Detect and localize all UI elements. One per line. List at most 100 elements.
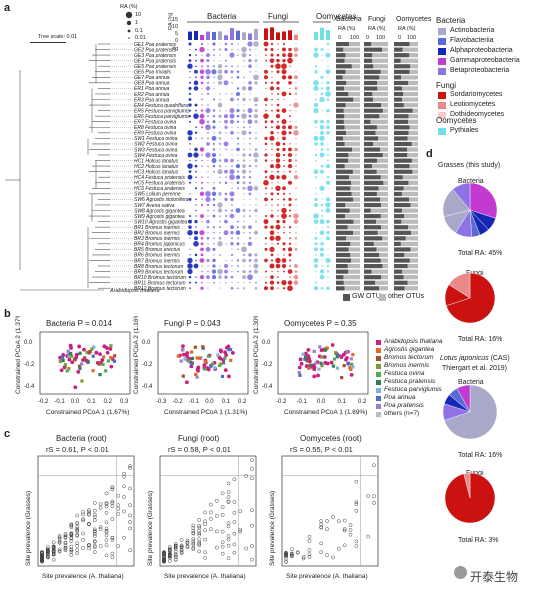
legend-label: Alphaproteobacteria — [450, 47, 513, 54]
gw-otu-bar — [364, 58, 373, 63]
bacteria-dot — [249, 198, 251, 200]
bacteria-dot — [237, 170, 239, 173]
prevalence-point — [185, 545, 190, 549]
bacteria-dot — [200, 214, 204, 219]
pcoa-point — [227, 374, 231, 379]
gw-otu-bar — [394, 114, 409, 119]
gw-otu-bar — [394, 42, 410, 47]
bacteria-dot — [253, 113, 259, 119]
prevalence-point — [81, 531, 85, 536]
oomycetes-dot — [320, 286, 324, 290]
pcoa-point — [308, 363, 313, 367]
fungi-dot — [265, 59, 267, 62]
fungi-dot — [265, 148, 267, 150]
pcoa-xlabel: Constrained PCoA 1 (1.31%) — [164, 409, 247, 416]
prevalence-point — [191, 547, 196, 551]
pcoa-point — [317, 367, 321, 371]
legend-label: Flavobacteriia — [450, 37, 494, 44]
fungi-dot — [265, 193, 267, 195]
pcoa-point — [350, 362, 354, 366]
other-otu-bar — [353, 230, 360, 235]
bacteria-dot — [188, 215, 192, 218]
bacteria-dot — [247, 185, 253, 192]
plot-frame — [159, 455, 257, 567]
legend-swatch — [438, 102, 446, 109]
gw-otu-bar — [394, 202, 411, 208]
pcoa-point — [190, 356, 195, 361]
fungi-dot — [270, 198, 274, 201]
prevalence-point — [173, 541, 178, 546]
fungi-dot — [264, 97, 268, 102]
pcoa-ylabel: Constrained PCoA 2 (1.30%) — [253, 316, 260, 394]
bacteria-dot — [242, 269, 246, 274]
pie-lotus-fungi — [444, 472, 496, 524]
prevalence-point — [92, 501, 97, 505]
other-otu-bar — [409, 258, 418, 263]
prevalence-point — [75, 513, 80, 518]
gw-otu-bar — [394, 58, 401, 63]
prevalence-point — [197, 531, 202, 536]
oomycetes-dot — [313, 257, 319, 263]
gw-otu-bar — [364, 75, 380, 80]
gw-otu-bar — [394, 80, 409, 86]
bacteria-dot — [248, 114, 252, 118]
prevalence-point — [168, 553, 172, 558]
pie-slice — [456, 384, 471, 413]
prevalence-point — [92, 529, 97, 533]
prevalence-point — [325, 553, 329, 557]
bacteria-dot — [201, 176, 203, 178]
bacteria-dot — [243, 220, 245, 223]
bacteria-dot — [236, 87, 240, 90]
fungi-dot — [265, 87, 267, 89]
prevalence-point — [104, 530, 109, 534]
pcoa-point — [221, 361, 226, 365]
fungi-dot — [288, 203, 292, 207]
gw-otu-bar — [394, 164, 410, 169]
bacteria-dot — [195, 276, 197, 278]
bacteria-dot — [242, 164, 246, 168]
other-otu-bar — [343, 136, 360, 141]
gw-otu-bar — [394, 275, 404, 280]
other-otu-bar — [382, 264, 388, 269]
bacteria-dot — [207, 182, 209, 184]
ra-legend-0.1: 0.1 — [135, 28, 143, 34]
fungi-dot — [289, 265, 291, 267]
fungi-dot — [277, 170, 279, 173]
pcoa-point — [195, 375, 199, 379]
other-otu-bar — [348, 91, 360, 97]
prevalence-point — [51, 551, 56, 556]
other-otu-bar — [376, 219, 388, 224]
bacteria-dot — [231, 82, 233, 84]
prevalence-point — [220, 505, 225, 510]
fungi-dot — [271, 148, 273, 151]
bacteria-dot — [254, 59, 258, 63]
gw-otu-bar — [336, 108, 344, 113]
prevalence-point — [290, 552, 294, 557]
bacteria-dot — [212, 247, 216, 251]
fungi-dot — [275, 185, 281, 191]
sample-label: BR6 Bromus inermis — [134, 253, 180, 259]
bacteria-dot — [217, 102, 223, 108]
bacteria-dot — [195, 176, 197, 178]
bacteria-dot — [224, 47, 228, 52]
bacteria-dot — [223, 141, 229, 147]
bacteria-dot — [230, 231, 234, 235]
fungi-dot — [293, 130, 299, 136]
bacteria-dot — [225, 59, 227, 62]
other-otu-bar — [410, 247, 418, 252]
sidebar-fungi-tick100: 100 — [376, 35, 386, 41]
pcoa-point — [181, 348, 185, 352]
prevalence-point — [128, 513, 132, 518]
group-header-bacteria: Bacteria — [207, 12, 237, 21]
prevalence-point — [92, 512, 97, 517]
oomycetes-dot — [314, 281, 318, 284]
gw-otu-bar — [336, 47, 344, 52]
sidebar-fungi-sub: RA (%) — [368, 26, 386, 32]
oomycetes-dot — [319, 169, 325, 174]
pcoa-point — [198, 356, 202, 360]
gw-otu-bar — [336, 75, 343, 80]
fungi-dot — [281, 213, 287, 219]
sample-label: ER1 Poa annua — [134, 86, 170, 92]
